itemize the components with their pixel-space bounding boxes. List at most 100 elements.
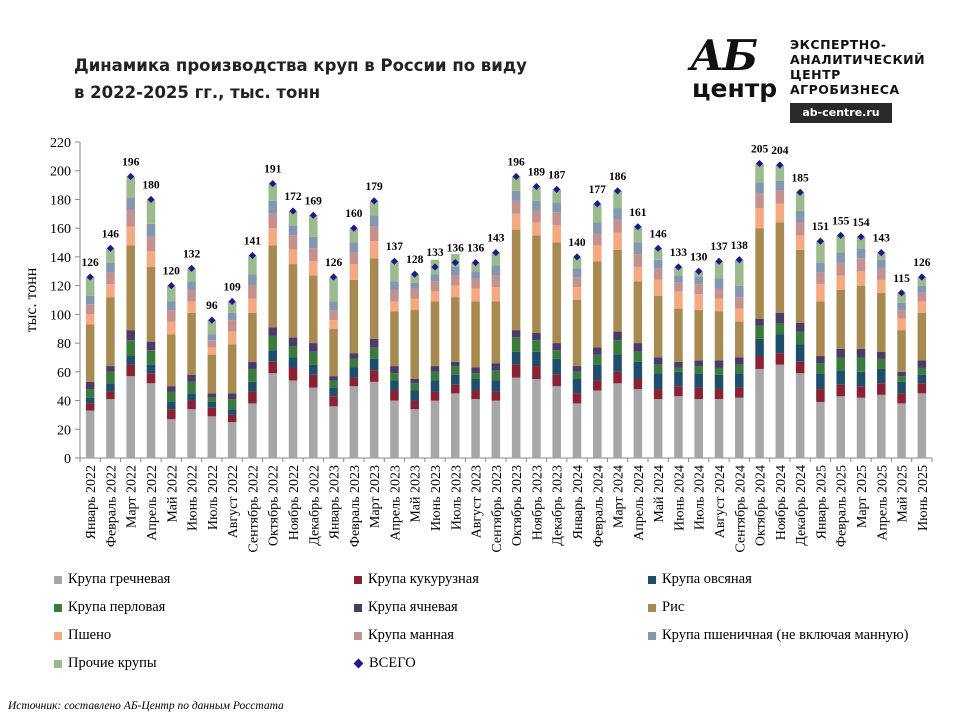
bar-segment <box>369 215 379 227</box>
bar-segment <box>735 285 744 298</box>
bar-segment <box>714 367 724 375</box>
bar-segment <box>613 249 622 332</box>
bar-segment <box>511 229 521 331</box>
bar-segment <box>735 357 744 365</box>
bar-segment <box>653 295 663 358</box>
total-marker <box>208 316 216 324</box>
bar-segment <box>877 279 886 293</box>
bar-segment <box>349 279 359 354</box>
bar-segment <box>674 367 683 372</box>
x-tick-label: Июнь 2024 <box>672 465 687 531</box>
total-data-label: 141 <box>244 235 262 247</box>
total-marker <box>654 244 662 252</box>
bar-segment <box>775 222 785 313</box>
bar-segment <box>856 348 866 358</box>
bar-segment <box>329 396 338 407</box>
bar-segment <box>491 391 501 401</box>
bar-segment <box>410 298 419 311</box>
bar-segment <box>451 374 460 385</box>
legend-label: Крупа пшеничная (не включая манную) <box>662 627 909 643</box>
chart-title-line1: Динамика производства круп в России по в… <box>74 56 527 75</box>
x-tick-label: Март 2024 <box>612 465 627 528</box>
y-tick-label: 0 <box>64 452 71 467</box>
bar-segment <box>248 381 257 392</box>
bar-segment <box>288 357 298 368</box>
bar-segment <box>309 374 318 388</box>
bar-segment <box>126 364 135 377</box>
bar-segment <box>471 399 480 458</box>
bar-segment <box>248 274 257 286</box>
bar-segment <box>735 308 744 322</box>
bar-segment <box>85 277 95 296</box>
bar-segment <box>309 261 318 276</box>
bar-segment <box>653 373 663 390</box>
chart-title-line2: в 2022-2025 гг., тыс. тонн <box>74 83 321 102</box>
x-tick-label: Апрель 2023 <box>388 465 403 541</box>
legend-swatch <box>54 575 62 584</box>
bar-segment <box>430 366 440 372</box>
bar-segment <box>410 390 419 401</box>
bar-segment <box>126 245 135 331</box>
bar-segment <box>775 353 785 365</box>
bar-segment <box>227 301 237 313</box>
bar-segment <box>471 373 480 379</box>
bar-segment <box>633 343 643 352</box>
bar-segment <box>593 347 602 355</box>
bar-segment <box>329 380 338 388</box>
bar-segment <box>552 358 561 375</box>
bar-segment <box>613 331 622 341</box>
logo-ab-text: АБ <box>690 31 758 80</box>
bar-segment <box>653 357 663 365</box>
bar-segment <box>207 397 217 402</box>
stacked-bar-chart: 0 20 40 60 80 100 120 140 160 180 200 220 тыс. тонн Я… <box>23 136 933 553</box>
bar-segment <box>309 364 318 375</box>
bar-segment <box>349 228 359 243</box>
bar-segment <box>633 361 643 379</box>
total-marker <box>86 273 94 281</box>
bar-segment <box>877 351 886 359</box>
bar-segment <box>471 262 480 272</box>
bar-segment <box>836 235 845 253</box>
bar-segment <box>85 324 95 382</box>
x-tick-label: Сентябрь 2023 <box>490 465 505 553</box>
bar-segment <box>167 409 176 420</box>
legend-item: Крупа манная <box>354 627 454 644</box>
total-data-label: 189 <box>528 167 546 179</box>
legend-item: Пшено <box>54 627 111 644</box>
bar-segment <box>511 176 521 191</box>
bar-segment <box>369 241 379 259</box>
bar-segment <box>471 390 480 400</box>
bar-segment <box>572 366 582 372</box>
bar-segment <box>329 277 338 302</box>
x-tick-label: Сентябрь 2024 <box>733 465 748 553</box>
bar-segment <box>674 308 683 362</box>
bar-segment <box>390 373 399 381</box>
bar-segment <box>126 356 135 365</box>
bar-segment <box>633 351 643 362</box>
total-data-label: 128 <box>406 254 424 266</box>
total-data-label: 143 <box>487 233 505 245</box>
bar-segment <box>227 393 237 400</box>
logo-caption: ЭКСПЕРТНО- АНАЛИТИЧЕСКИЙ ЦЕНТР АГРОБИЗНЕ… <box>790 37 925 97</box>
total-data-label: 96 <box>206 300 218 312</box>
x-tick-label: Февраль 2025 <box>835 465 850 547</box>
bar-segment <box>227 320 237 332</box>
bar-segment <box>816 363 825 374</box>
bar-segment <box>167 321 176 335</box>
bar-segment <box>816 241 825 263</box>
total-marker <box>431 263 439 271</box>
bar-segment <box>572 287 582 300</box>
bar-segment <box>146 266 156 342</box>
bar-segment <box>917 292 927 302</box>
bar-segment <box>674 275 683 283</box>
chart-legend: Крупа гречневая Крупа кукурузная Крупа овс… <box>54 571 954 671</box>
bar-segment <box>167 301 176 311</box>
bar-segment <box>593 222 602 234</box>
bar-segment <box>775 164 785 181</box>
legend-label: Крупа манная <box>368 627 454 643</box>
bar-segment <box>390 281 399 290</box>
bar-segment <box>816 284 825 302</box>
bar-segment <box>633 242 643 255</box>
bar-segment <box>572 268 582 278</box>
bar-segment <box>268 228 277 246</box>
